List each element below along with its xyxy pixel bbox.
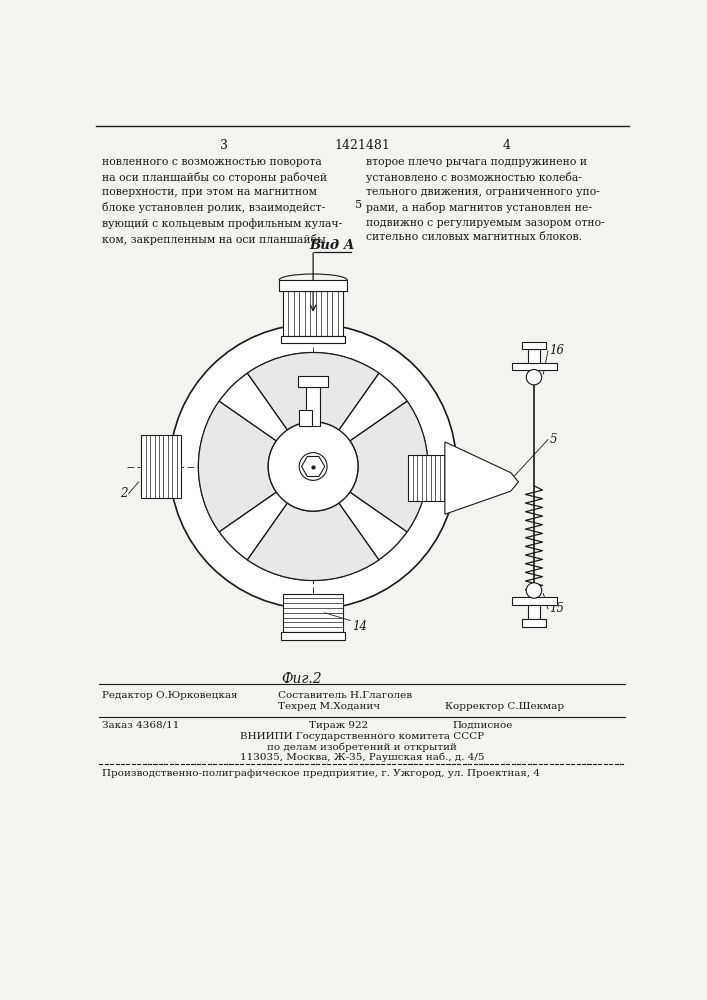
Circle shape <box>170 324 457 609</box>
Circle shape <box>268 422 358 511</box>
Text: 4: 4 <box>503 139 511 152</box>
Bar <box>298 376 328 387</box>
Bar <box>306 387 320 426</box>
Text: Фиг.2: Фиг.2 <box>281 672 322 686</box>
Text: 5: 5 <box>549 433 557 446</box>
Text: Редактор О.Юрковецкая: Редактор О.Юрковецкая <box>103 691 238 700</box>
Text: Подписное: Подписное <box>452 721 513 730</box>
Circle shape <box>299 453 327 480</box>
Text: 113035, Москва, Ж-35, Раушская наб., д. 4/5: 113035, Москва, Ж-35, Раушская наб., д. … <box>240 752 484 762</box>
Text: 5: 5 <box>354 200 362 210</box>
Bar <box>281 336 345 343</box>
Text: 2: 2 <box>119 487 127 500</box>
Text: Корректор С.Шекмар: Корректор С.Шекмар <box>445 702 564 711</box>
Polygon shape <box>445 442 518 514</box>
Wedge shape <box>199 401 276 532</box>
Bar <box>141 435 182 498</box>
Text: Вид А: Вид А <box>310 239 355 252</box>
Wedge shape <box>247 353 379 430</box>
Circle shape <box>526 583 542 598</box>
Text: Техред М.Ходанич: Техред М.Ходанич <box>279 702 380 711</box>
Text: ВНИИПИ Государственного комитета СССР: ВНИИПИ Государственного комитета СССР <box>240 732 484 741</box>
Polygon shape <box>301 456 325 477</box>
Bar <box>283 594 344 632</box>
Bar <box>528 349 540 363</box>
Bar <box>513 597 557 605</box>
Bar <box>528 605 540 619</box>
Text: Составитель Н.Глаголев: Составитель Н.Глаголев <box>279 691 412 700</box>
Circle shape <box>526 369 542 385</box>
Text: второе плечо рычага подпружинено и
установлено с возможностью колеба-
тельного д: второе плечо рычага подпружинено и устан… <box>366 157 604 242</box>
Text: Заказ 4368/11: Заказ 4368/11 <box>103 721 180 730</box>
Text: новленного с возможностью поворота
на оси планшайбы со стороны рабочей
поверхнос: новленного с возможностью поворота на ос… <box>103 157 343 245</box>
Text: 16: 16 <box>549 344 564 358</box>
Bar <box>281 632 345 640</box>
Bar <box>279 280 347 291</box>
Text: 3: 3 <box>220 139 228 152</box>
Text: Тираж 922: Тираж 922 <box>309 721 368 730</box>
Text: по делам изобретений и открытий: по делам изобретений и открытий <box>267 742 457 752</box>
Text: 14: 14 <box>352 620 367 634</box>
Text: 1421481: 1421481 <box>334 139 390 152</box>
Wedge shape <box>350 401 428 532</box>
Bar <box>409 455 449 501</box>
Wedge shape <box>247 503 379 580</box>
Bar <box>283 291 344 336</box>
Bar <box>522 619 547 627</box>
Text: 15: 15 <box>549 602 564 615</box>
Circle shape <box>199 353 428 580</box>
Bar <box>513 363 557 370</box>
Bar <box>299 410 312 426</box>
Text: Производственно-полиграфическое предприятие, г. Ужгород, ул. Проектная, 4: Производственно-полиграфическое предприя… <box>103 769 540 778</box>
Bar <box>522 342 547 349</box>
